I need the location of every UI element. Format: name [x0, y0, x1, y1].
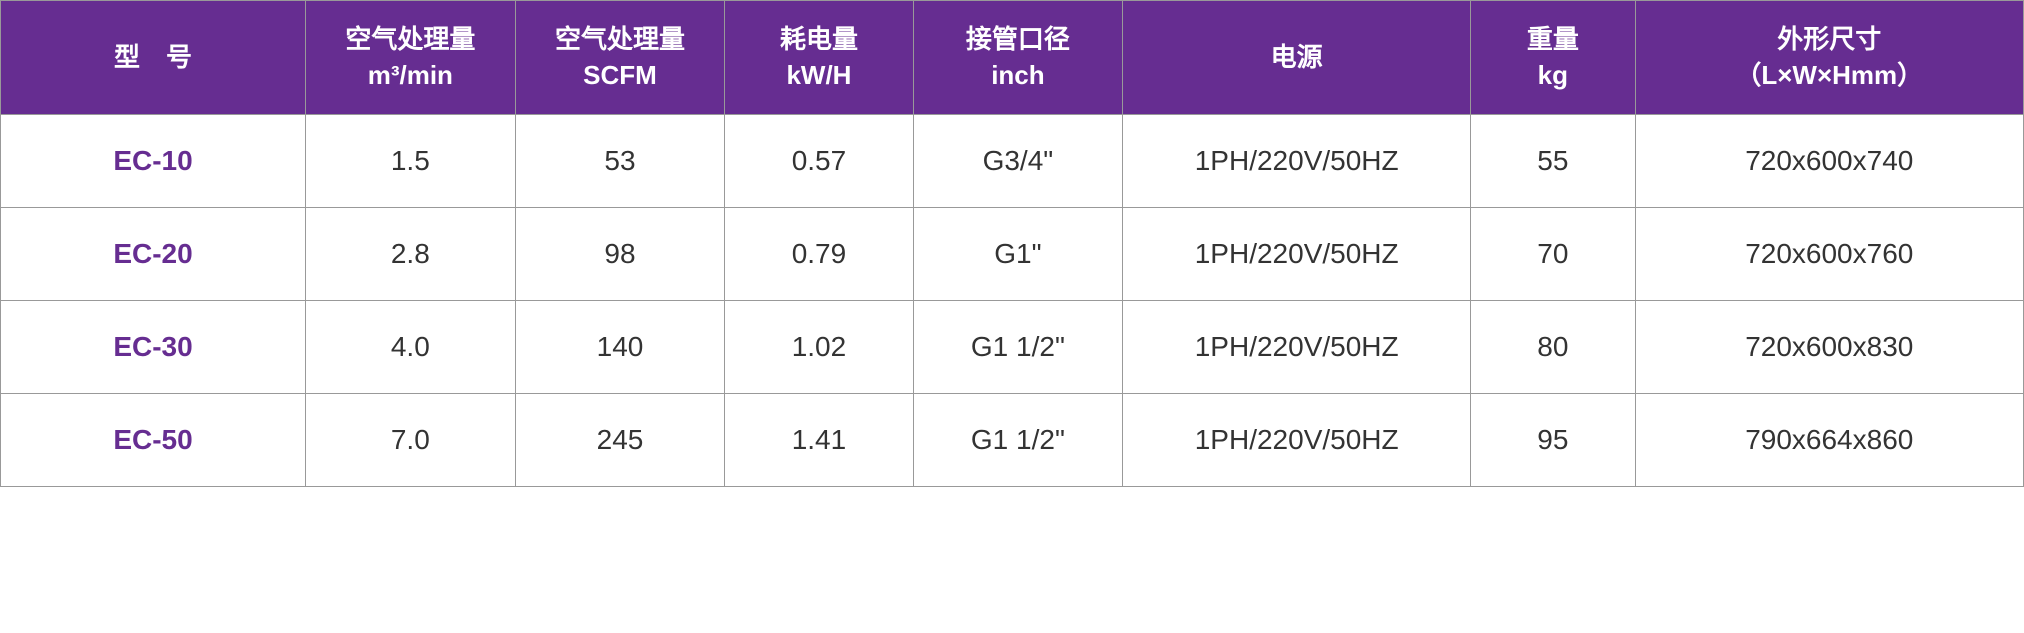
table-header-row: 型 号 空气处理量 m³/min 空气处理量 SCFM 耗电量 kW/H 接管口… [1, 1, 2024, 115]
col-header-label: 耗电量 [780, 24, 858, 54]
cell-model: EC-20 [1, 207, 306, 300]
col-header-dim: 外形尺寸 （L×W×Hmm） [1635, 1, 2023, 115]
col-header-label: 空气处理量 [555, 24, 685, 54]
cell-model: EC-10 [1, 114, 306, 207]
col-header-air-scfm: 空气处理量 SCFM [515, 1, 725, 115]
cell-air-scfm: 140 [515, 300, 725, 393]
cell-dim: 720x600x760 [1635, 207, 2023, 300]
cell-elec: 1PH/220V/50HZ [1123, 393, 1471, 486]
cell-dim: 790x664x860 [1635, 393, 2023, 486]
col-header-label: 电源 [1271, 42, 1323, 72]
col-header-label: 重量 [1527, 24, 1579, 54]
col-header-pipe: 接管口径 inch [913, 1, 1123, 115]
cell-weight: 70 [1471, 207, 1635, 300]
cell-air-scfm: 245 [515, 393, 725, 486]
col-header-sublabel: SCFM [583, 60, 657, 90]
col-header-model: 型 号 [1, 1, 306, 115]
cell-air-m3: 1.5 [306, 114, 516, 207]
cell-power: 1.41 [725, 393, 913, 486]
cell-air-m3: 4.0 [306, 300, 516, 393]
col-header-sublabel: （L×W×Hmm） [1735, 60, 1923, 90]
cell-elec: 1PH/220V/50HZ [1123, 207, 1471, 300]
cell-dim: 720x600x830 [1635, 300, 2023, 393]
cell-air-scfm: 53 [515, 114, 725, 207]
cell-model: EC-30 [1, 300, 306, 393]
col-header-weight: 重量 kg [1471, 1, 1635, 115]
col-header-power: 耗电量 kW/H [725, 1, 913, 115]
cell-elec: 1PH/220V/50HZ [1123, 114, 1471, 207]
table-row: EC-30 4.0 140 1.02 G1 1/2" 1PH/220V/50HZ… [1, 300, 2024, 393]
cell-air-scfm: 98 [515, 207, 725, 300]
cell-dim: 720x600x740 [1635, 114, 2023, 207]
col-header-label: 接管口径 [966, 24, 1070, 54]
cell-weight: 95 [1471, 393, 1635, 486]
cell-weight: 80 [1471, 300, 1635, 393]
col-header-label: 空气处理量 [345, 24, 475, 54]
cell-weight: 55 [1471, 114, 1635, 207]
table-row: EC-10 1.5 53 0.57 G3/4" 1PH/220V/50HZ 55… [1, 114, 2024, 207]
cell-pipe: G3/4" [913, 114, 1123, 207]
cell-pipe: G1" [913, 207, 1123, 300]
cell-power: 1.02 [725, 300, 913, 393]
cell-elec: 1PH/220V/50HZ [1123, 300, 1471, 393]
col-header-label: 外形尺寸 [1777, 24, 1881, 54]
col-header-label: 型 号 [114, 42, 192, 72]
cell-model: EC-50 [1, 393, 306, 486]
col-header-sublabel: m³/min [368, 60, 453, 90]
col-header-sublabel: kg [1538, 60, 1568, 90]
cell-air-m3: 7.0 [306, 393, 516, 486]
col-header-elec: 电源 [1123, 1, 1471, 115]
spec-table: 型 号 空气处理量 m³/min 空气处理量 SCFM 耗电量 kW/H 接管口… [0, 0, 2024, 487]
col-header-sublabel: kW/H [786, 60, 851, 90]
cell-air-m3: 2.8 [306, 207, 516, 300]
table-row: EC-20 2.8 98 0.79 G1" 1PH/220V/50HZ 70 7… [1, 207, 2024, 300]
cell-pipe: G1 1/2" [913, 393, 1123, 486]
cell-power: 0.57 [725, 114, 913, 207]
col-header-sublabel: inch [991, 60, 1044, 90]
table-row: EC-50 7.0 245 1.41 G1 1/2" 1PH/220V/50HZ… [1, 393, 2024, 486]
cell-power: 0.79 [725, 207, 913, 300]
col-header-air-m3: 空气处理量 m³/min [306, 1, 516, 115]
cell-pipe: G1 1/2" [913, 300, 1123, 393]
